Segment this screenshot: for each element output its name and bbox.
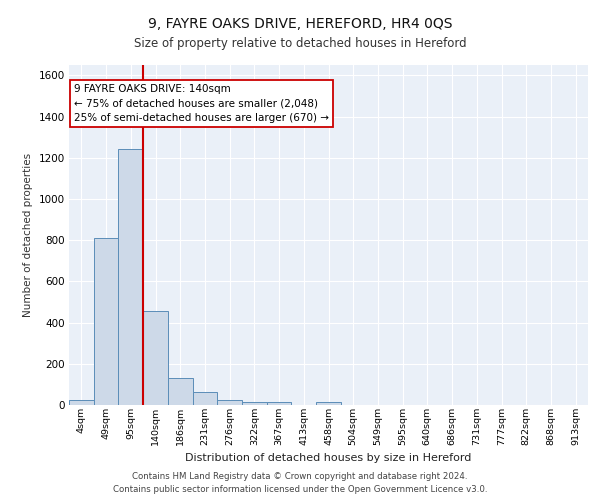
Bar xyxy=(193,392,217,405)
X-axis label: Distribution of detached houses by size in Hereford: Distribution of detached houses by size … xyxy=(185,453,472,463)
Bar xyxy=(94,238,118,405)
Bar xyxy=(217,400,242,405)
Bar xyxy=(316,402,341,405)
Bar xyxy=(143,311,168,405)
Text: 9 FAYRE OAKS DRIVE: 140sqm
← 75% of detached houses are smaller (2,048)
25% of s: 9 FAYRE OAKS DRIVE: 140sqm ← 75% of deta… xyxy=(74,84,329,124)
Text: 9, FAYRE OAKS DRIVE, HEREFORD, HR4 0QS: 9, FAYRE OAKS DRIVE, HEREFORD, HR4 0QS xyxy=(148,18,452,32)
Bar xyxy=(267,402,292,405)
Text: Size of property relative to detached houses in Hereford: Size of property relative to detached ho… xyxy=(134,38,466,51)
Bar xyxy=(69,400,94,405)
Bar xyxy=(118,150,143,405)
Text: Contains HM Land Registry data © Crown copyright and database right 2024.
Contai: Contains HM Land Registry data © Crown c… xyxy=(113,472,487,494)
Bar xyxy=(242,402,267,405)
Bar xyxy=(168,378,193,405)
Y-axis label: Number of detached properties: Number of detached properties xyxy=(23,153,33,317)
